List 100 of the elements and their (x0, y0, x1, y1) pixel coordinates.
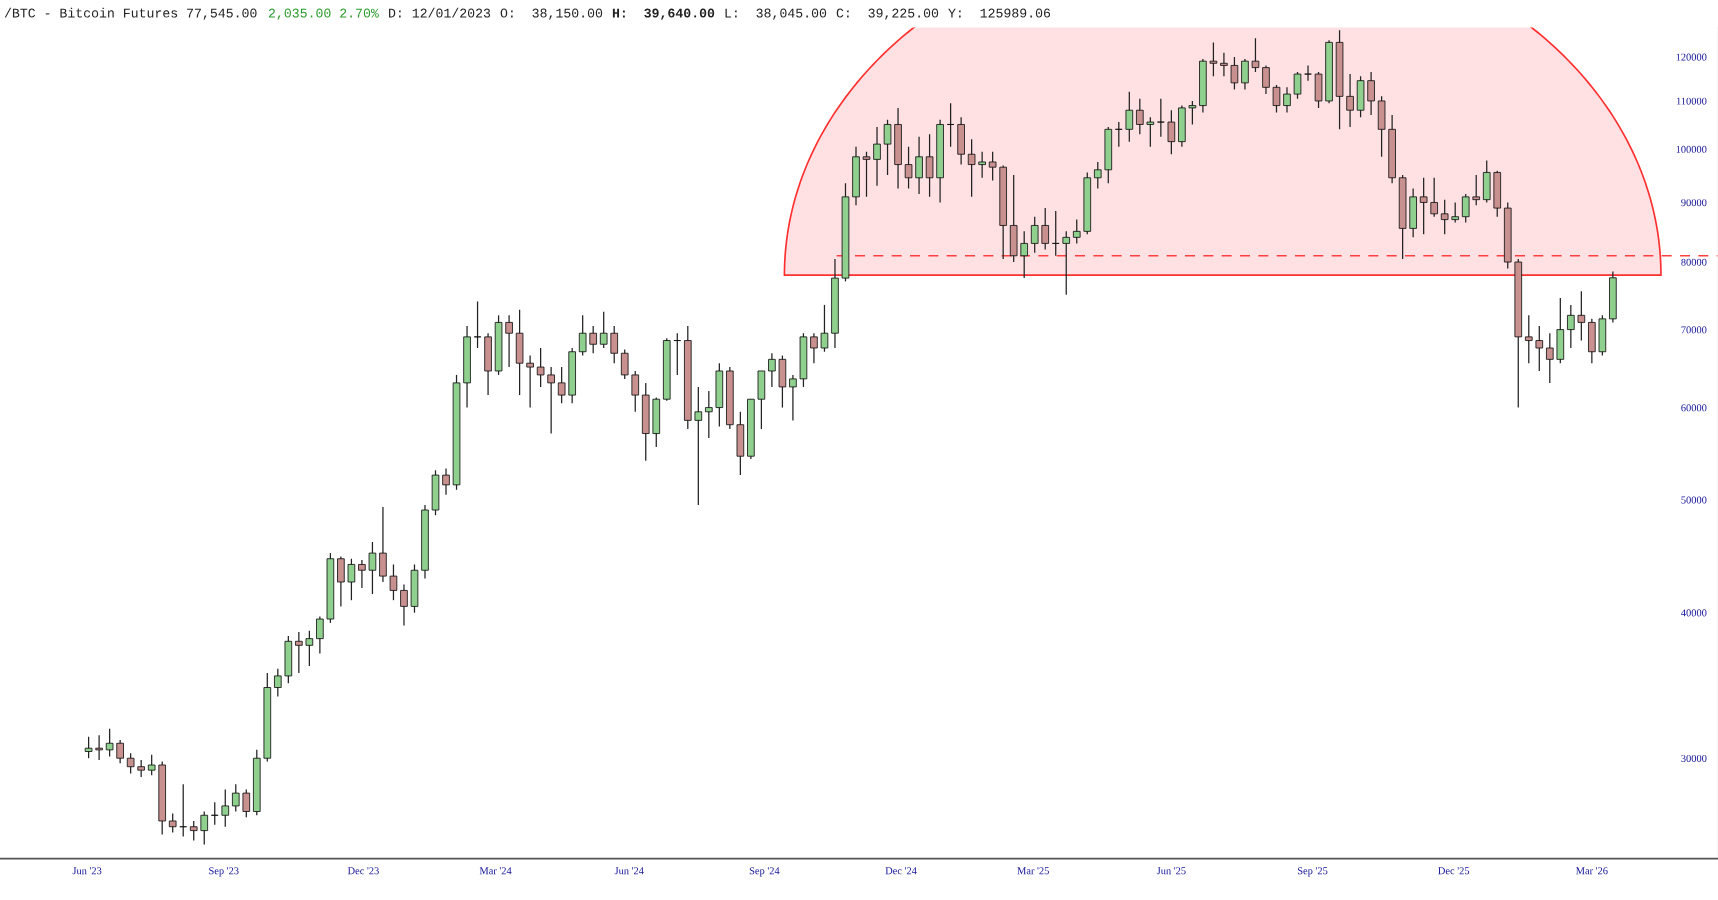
candlestick (862, 151, 871, 198)
candlestick (1093, 161, 1102, 190)
x-tick-label: Mar '26 (1576, 867, 1608, 875)
candlestick (904, 146, 913, 190)
candlestick (820, 304, 829, 353)
candlestick (1125, 91, 1134, 143)
x-tick-label: Jun '23 (72, 867, 102, 875)
candlestick (789, 374, 797, 422)
candlestick (925, 133, 934, 198)
candlestick (1440, 199, 1449, 235)
candlestick (1167, 109, 1176, 155)
candlestick (578, 314, 587, 357)
candlestick (915, 136, 923, 195)
candlestick (1262, 64, 1270, 95)
candlestick (84, 736, 93, 759)
candlestick (1419, 177, 1428, 235)
candlestick (147, 754, 156, 776)
x-tick-label: Dec '25 (1438, 867, 1470, 875)
candlestick (694, 386, 703, 506)
candlestick (547, 366, 555, 435)
candlestick (221, 788, 230, 828)
y-tick-label: 70000 (1681, 326, 1707, 334)
text: Y: 125989.06 (948, 8, 1051, 18)
candlestick (1451, 201, 1459, 224)
candlestick (347, 558, 356, 601)
candlestick (883, 119, 892, 176)
candlestick (168, 812, 177, 834)
candlestick (610, 325, 619, 364)
y-tick-label: 100000 (1676, 145, 1707, 153)
candlestick (1346, 73, 1354, 128)
text: H: 39,640.00 (612, 8, 715, 20)
text: L: 38,045.00 (725, 8, 827, 20)
y-tick-label: 90000 (1681, 199, 1707, 207)
candlestick (116, 739, 124, 764)
candlestick (536, 347, 545, 388)
candlestick (231, 783, 240, 813)
text: D: 12/01/2023 (389, 7, 491, 18)
candlestick (126, 752, 135, 775)
candlestick (400, 583, 408, 627)
y-tick-label: 120000 (1676, 53, 1707, 61)
candlestick (1209, 41, 1218, 77)
y-tick-label: 50000 (1681, 496, 1707, 504)
candlestick (379, 506, 387, 583)
candlestick (1546, 332, 1554, 384)
candlestick (1041, 207, 1050, 251)
candlestick (1062, 230, 1071, 296)
y-tick-label: 80000 (1681, 258, 1707, 266)
y-tick-label: 30000 (1681, 754, 1707, 762)
candlestick (1430, 177, 1438, 218)
y-tick-label: 60000 (1681, 404, 1707, 412)
candlestick (1304, 64, 1312, 82)
candlestick (295, 631, 303, 674)
y-tick-label: 40000 (1681, 609, 1707, 617)
candlestick (1577, 290, 1586, 342)
candlestick (337, 555, 345, 608)
x-tick-label: Mar '25 (1017, 867, 1049, 875)
candlestick (105, 728, 114, 758)
candlestick (1461, 193, 1470, 224)
candlestick (589, 325, 597, 354)
candlestick (1524, 314, 1533, 364)
candlestick (1230, 56, 1239, 91)
text: 2,035.00 2.70% (268, 8, 379, 20)
candlestick (557, 366, 566, 404)
candlestick (442, 467, 450, 496)
candlestick (873, 126, 881, 187)
text: C: 39,225.00 (836, 8, 939, 20)
x-tick-label: Sep '25 (1297, 867, 1328, 877)
candlestick (1535, 325, 1544, 372)
candlestick (368, 541, 377, 595)
candlestick (1251, 37, 1260, 73)
candlestick (473, 300, 482, 349)
candlestick (1367, 71, 1375, 116)
candlestick (810, 332, 818, 364)
candlestick (200, 810, 209, 846)
candlestick (305, 630, 314, 667)
candlestick (620, 348, 629, 380)
candlestick (389, 563, 398, 601)
text: O: 38,150.00 (500, 8, 603, 20)
candlestick (1472, 174, 1481, 206)
candlestick (1293, 71, 1302, 100)
candlestick (967, 138, 976, 198)
candlestick (1136, 98, 1144, 135)
candlestick (1188, 100, 1197, 126)
candlestick (358, 559, 366, 589)
candlestick (705, 390, 713, 439)
candlestick (599, 311, 608, 349)
candlestick (1146, 116, 1155, 148)
chart-title: /BTC - Bitcoin Futures 77,545.00 (4, 7, 257, 20)
candlestick (988, 151, 997, 182)
candlestick (631, 370, 640, 413)
candlestick (1020, 230, 1028, 279)
candlestick (1283, 86, 1291, 114)
candlestick (1241, 58, 1249, 91)
x-tick-label: Sep '23 (209, 867, 239, 877)
x-tick-label: Mar '24 (479, 867, 512, 875)
candlestick (768, 352, 776, 388)
x-tick-label: Jun '25 (1156, 867, 1186, 875)
candlestick (505, 314, 513, 368)
x-tick-label: Sep '24 (749, 867, 780, 877)
candlestick (1157, 98, 1165, 138)
